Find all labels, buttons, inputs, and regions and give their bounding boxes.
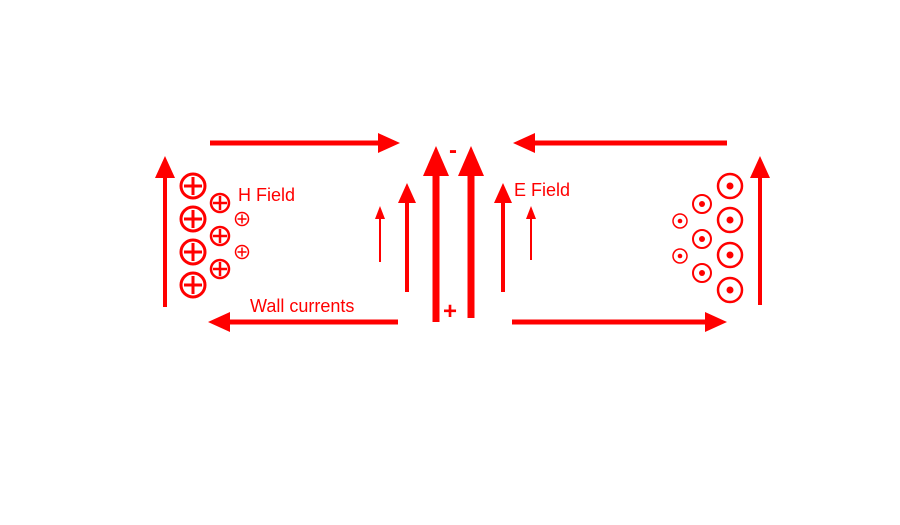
circle-dot-icon <box>716 172 744 200</box>
circle-cross-icon <box>179 271 207 299</box>
e-field-arrow-large-left <box>423 146 449 322</box>
h-field-label: H Field <box>238 185 296 205</box>
circle-dot-icon <box>692 263 712 283</box>
circle-dot-icon <box>716 276 744 304</box>
bottom-left-wall-current-arrow <box>208 312 398 332</box>
side-wall-arrows <box>155 156 770 307</box>
wall-current-arrows <box>208 133 727 332</box>
h-field-into-page-symbols <box>179 172 250 299</box>
wall-currents-label: Wall currents <box>250 296 355 316</box>
circle-dot-icon <box>716 206 744 234</box>
top-left-wall-current-arrow <box>210 133 400 153</box>
e-field-arrow-large-right <box>458 146 484 318</box>
circle-dot-icon <box>692 229 712 249</box>
circle-cross-icon <box>179 172 207 200</box>
circle-cross-icon <box>209 192 231 214</box>
circle-cross-icon <box>234 244 250 260</box>
circle-cross-icon <box>209 225 231 247</box>
circle-cross-icon <box>234 211 250 227</box>
circle-dot-icon <box>716 241 744 269</box>
circle-dot-icon <box>672 213 688 229</box>
left-wall-arrow <box>155 156 175 307</box>
right-wall-arrow <box>750 156 770 305</box>
e-field-label: E Field <box>514 180 571 200</box>
e-field-arrows <box>375 146 536 322</box>
circle-dot-icon <box>692 194 712 214</box>
circle-cross-icon <box>179 238 207 266</box>
top-right-wall-current-arrow <box>513 133 727 153</box>
circle-cross-icon <box>209 258 231 280</box>
bottom-right-wall-current-arrow <box>512 312 727 332</box>
circle-dot-icon <box>672 248 688 264</box>
e-field-arrow-medium-left <box>398 183 416 292</box>
circle-cross-icon <box>179 205 207 233</box>
e-field-arrow-medium-right <box>494 183 512 292</box>
positive-charge-sign: + <box>443 298 458 325</box>
e-field-arrow-small-right <box>526 206 536 260</box>
e-field-arrow-small-left <box>375 206 385 262</box>
h-field-out-of-page-symbols <box>672 172 744 304</box>
negative-charge-sign: - <box>449 137 457 164</box>
